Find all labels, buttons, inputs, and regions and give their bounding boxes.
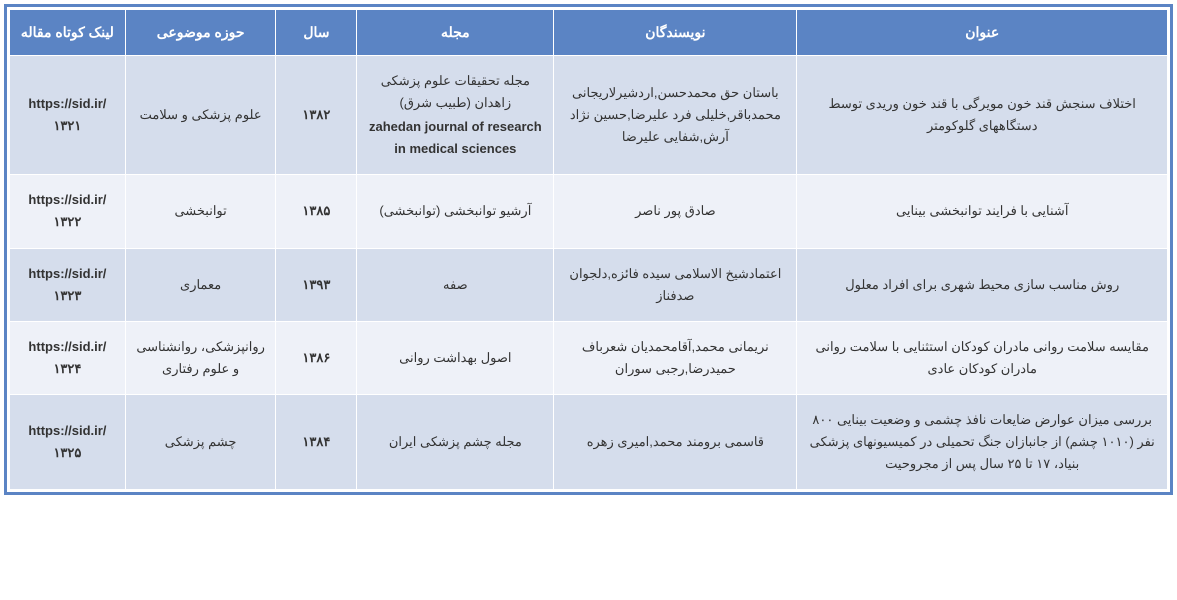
- articles-table-wrapper: عنوان نویسندگان مجله سال حوزه موضوعی لین…: [4, 4, 1173, 495]
- journal-fa: مجله چشم پزشکی ایران: [389, 434, 522, 449]
- cell-journal: آرشیو توانبخشی (توانبخشی): [357, 175, 554, 248]
- articles-table: عنوان نویسندگان مجله سال حوزه موضوعی لین…: [9, 9, 1168, 490]
- cell-year: ۱۳۸۶: [276, 321, 357, 394]
- col-header-title: عنوان: [797, 10, 1168, 56]
- table-row: اختلاف سنجش قند خون مویرگی با قند خون ور…: [10, 56, 1168, 175]
- cell-journal: مجله چشم پزشکی ایران: [357, 394, 554, 489]
- col-header-link: لینک کوتاه مقاله: [10, 10, 126, 56]
- journal-fa: صفه: [443, 277, 468, 292]
- col-header-journal: مجله: [357, 10, 554, 56]
- cell-title: اختلاف سنجش قند خون مویرگی با قند خون ور…: [797, 56, 1168, 175]
- table-header-row: عنوان نویسندگان مجله سال حوزه موضوعی لین…: [10, 10, 1168, 56]
- cell-year: ۱۳۸۴: [276, 394, 357, 489]
- cell-year: ۱۳۹۳: [276, 248, 357, 321]
- journal-fa: آرشیو توانبخشی (توانبخشی): [379, 203, 531, 218]
- cell-domain: معماری: [125, 248, 276, 321]
- cell-link[interactable]: https://sid.ir/۱۳۲۲: [10, 175, 126, 248]
- cell-domain: توانبخشی: [125, 175, 276, 248]
- table-row: روش مناسب سازی محیط شهری برای افراد معلو…: [10, 248, 1168, 321]
- cell-link[interactable]: https://sid.ir/۱۳۲۳: [10, 248, 126, 321]
- cell-title: مقایسه سلامت روانی مادران کودکان استثنای…: [797, 321, 1168, 394]
- table-row: مقایسه سلامت روانی مادران کودکان استثنای…: [10, 321, 1168, 394]
- cell-authors: باستان حق محمدحسن,اردشیرلاریجانی محمدباق…: [554, 56, 797, 175]
- cell-journal: مجله تحقیقات علوم پزشکی زاهدان (طبیب شرق…: [357, 56, 554, 175]
- cell-journal: اصول بهداشت روانی: [357, 321, 554, 394]
- cell-domain: علوم پزشکی و سلامت: [125, 56, 276, 175]
- cell-authors: صادق پور ناصر: [554, 175, 797, 248]
- cell-link[interactable]: https://sid.ir/۱۳۲۵: [10, 394, 126, 489]
- cell-authors: اعتمادشیخ الاسلامی سیده فائزه,دلجوان صدف…: [554, 248, 797, 321]
- cell-journal: صفه: [357, 248, 554, 321]
- cell-link[interactable]: https://sid.ir/۱۳۲۱: [10, 56, 126, 175]
- cell-year: ۱۳۸۵: [276, 175, 357, 248]
- cell-domain: روانپزشکی، روانشناسی و علوم رفتاری: [125, 321, 276, 394]
- cell-title: بررسی میزان عوارض ضایعات نافذ چشمی و وضع…: [797, 394, 1168, 489]
- cell-title: روش مناسب سازی محیط شهری برای افراد معلو…: [797, 248, 1168, 321]
- cell-link[interactable]: https://sid.ir/۱۳۲۴: [10, 321, 126, 394]
- journal-en: zahedan journal of research in medical s…: [367, 116, 543, 160]
- journal-fa: اصول بهداشت روانی: [399, 350, 511, 365]
- cell-authors: نریمانی محمد,آقامحمدیان شعرباف حمیدرضا,ر…: [554, 321, 797, 394]
- table-row: بررسی میزان عوارض ضایعات نافذ چشمی و وضع…: [10, 394, 1168, 489]
- journal-fa: مجله تحقیقات علوم پزشکی زاهدان (طبیب شرق…: [381, 73, 530, 110]
- col-header-authors: نویسندگان: [554, 10, 797, 56]
- cell-authors: قاسمی برومند محمد,امیری زهره: [554, 394, 797, 489]
- col-header-year: سال: [276, 10, 357, 56]
- col-header-domain: حوزه موضوعی: [125, 10, 276, 56]
- cell-title: آشنایی با فرایند توانبخشی بینایی: [797, 175, 1168, 248]
- cell-domain: چشم پزشکی: [125, 394, 276, 489]
- table-row: آشنایی با فرایند توانبخشی بینایی صادق پو…: [10, 175, 1168, 248]
- table-body: اختلاف سنجش قند خون مویرگی با قند خون ور…: [10, 56, 1168, 490]
- cell-year: ۱۳۸۲: [276, 56, 357, 175]
